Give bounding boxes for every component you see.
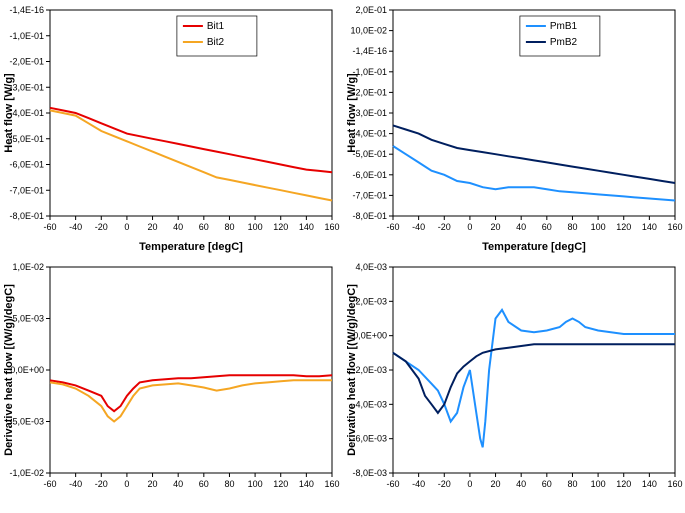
legend-label-PmB2: PmB2 — [549, 37, 577, 48]
x-tick-label: 120 — [616, 479, 631, 489]
x-tick-label: -60 — [386, 222, 399, 232]
x-tick-label: 0 — [467, 479, 472, 489]
series-PmB2 — [393, 125, 675, 183]
y-tick-label: -6,0E-01 — [9, 160, 44, 170]
x-tick-label: 0 — [467, 222, 472, 232]
x-tick-label: 120 — [273, 222, 288, 232]
x-tick-label: 60 — [199, 222, 209, 232]
x-tick-label: -20 — [437, 479, 450, 489]
x-tick-label: 80 — [224, 222, 234, 232]
y-tick-label: -1,4E-16 — [9, 5, 44, 15]
y-tick-label: -6,0E-01 — [352, 170, 387, 180]
x-tick-label: 140 — [641, 222, 656, 232]
x-tick-label: 80 — [224, 479, 234, 489]
series-PmB2 — [393, 344, 675, 413]
x-tick-label: 140 — [299, 479, 314, 489]
x-tick-label: 60 — [541, 479, 551, 489]
y-tick-label: -8,0E-01 — [352, 211, 387, 221]
x-tick-label: 40 — [516, 479, 526, 489]
x-tick-label: 40 — [173, 222, 183, 232]
legend-label-Bit1: Bit1 — [207, 21, 225, 32]
x-axis-label: Temperature [degC] — [139, 241, 243, 253]
y-tick-label: -7,0E-01 — [352, 190, 387, 200]
x-tick-label: 20 — [490, 479, 500, 489]
y-tick-label: -8,0E-01 — [9, 211, 44, 221]
y-tick-label: 0,0E+00 — [353, 330, 387, 340]
series-Bit1 — [50, 108, 332, 172]
x-tick-label: 100 — [248, 222, 263, 232]
x-axis-label: Temperature [degC] — [482, 241, 586, 253]
x-tick-label: 20 — [148, 479, 158, 489]
y-axis-label: Derivative heat flow [(W/g)/degC] — [346, 283, 358, 455]
legend-label-PmB1: PmB1 — [549, 21, 577, 32]
x-tick-label: -40 — [412, 479, 425, 489]
panel-bl: -60-40-20020406080100120140160-1,0E-02-5… — [0, 257, 343, 513]
y-tick-label: -8,0E-03 — [352, 468, 387, 478]
x-tick-label: 80 — [567, 479, 577, 489]
y-tick-label: -7,0E-01 — [9, 185, 44, 195]
y-tick-label: 1,0E-02 — [12, 262, 44, 272]
x-tick-label: 160 — [667, 479, 682, 489]
panel-tl: -60 -40 -20 0 20 40 60 80 100 120 140 160 -8,0E-01 -7… — [0, 0, 343, 257]
x-tick-label: 120 — [273, 479, 288, 489]
y-tick-label: 10,0E-02 — [350, 26, 387, 36]
x-tick-label: 40 — [173, 479, 183, 489]
x-tick-label: 60 — [199, 479, 209, 489]
y-tick-label: 2,0E-03 — [355, 296, 387, 306]
x-tick-label: -40 — [69, 479, 82, 489]
y-tick-label: 0,0E+00 — [10, 365, 44, 375]
x-tick-label: 140 — [641, 479, 656, 489]
y-tick-label: 2,0E-01 — [355, 5, 387, 15]
x-tick-label: 100 — [590, 479, 605, 489]
x-tick-label: -40 — [69, 222, 82, 232]
y-tick-label: -2,0E-01 — [9, 57, 44, 67]
x-tick-label: 160 — [667, 222, 682, 232]
x-tick-label: -60 — [43, 479, 56, 489]
legend-label-Bit2: Bit2 — [207, 37, 225, 48]
x-tick-label: 140 — [299, 222, 314, 232]
panel-br: -60-40-20020406080100120140160-8,0E-03-6… — [343, 257, 685, 513]
x-tick-label: 80 — [567, 222, 577, 232]
x-tick-label: -20 — [95, 222, 108, 232]
x-tick-label: -40 — [412, 222, 425, 232]
y-tick-label: 4,0E-03 — [355, 262, 387, 272]
x-tick-label: -60 — [43, 222, 56, 232]
x-tick-label: 160 — [324, 222, 339, 232]
series-Bit2 — [50, 110, 332, 200]
y-axis-label: Derivative heat flow [(W/g)/degC] — [3, 283, 15, 455]
x-tick-label: -60 — [386, 479, 399, 489]
y-tick-label: -1,4E-16 — [352, 46, 387, 56]
y-axis-label: Heat flow [W/g] — [3, 73, 15, 153]
chart-grid: -60 -40 -20 0 20 40 60 80 100 120 140 160 -8,0E-01 -7… — [0, 0, 685, 513]
x-tick-label: 20 — [490, 222, 500, 232]
x-tick-label: 0 — [124, 222, 129, 232]
x-tick-label: 20 — [148, 222, 158, 232]
x-tick-label: 120 — [616, 222, 631, 232]
x-tick-label: 160 — [324, 479, 339, 489]
series-PmB1 — [393, 309, 675, 446]
x-tick-label: -20 — [437, 222, 450, 232]
plot-border — [50, 267, 332, 473]
y-tick-label: -1,0E-01 — [9, 31, 44, 41]
x-tick-label: 60 — [541, 222, 551, 232]
x-tick-label: -20 — [95, 479, 108, 489]
y-tick-label: 5,0E-03 — [12, 313, 44, 323]
plot-border — [393, 267, 675, 473]
y-tick-label: -1,0E-02 — [9, 468, 44, 478]
y-axis-label: Heat flow [W/g] — [346, 73, 358, 153]
x-tick-label: 100 — [248, 479, 263, 489]
x-tick-label: 100 — [590, 222, 605, 232]
x-tick-label: 0 — [124, 479, 129, 489]
series-PmB1 — [393, 146, 675, 201]
series-Bit2 — [50, 380, 332, 421]
x-tick-label: 40 — [516, 222, 526, 232]
panel-tr: -60 -40 -20 0 20 40 60 80 100 120 140 160 -8,0E-01 -7… — [343, 0, 685, 257]
